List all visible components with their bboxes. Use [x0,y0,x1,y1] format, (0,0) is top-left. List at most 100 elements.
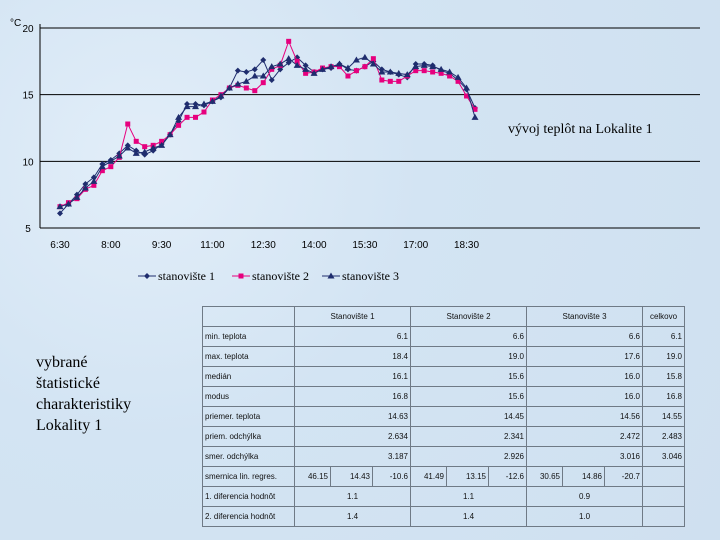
table-row: min. teplota 6.1 6.6 6.6 6.1 [202,326,685,347]
data-point [378,68,386,75]
legend-label: stanovište 3 [342,269,399,283]
data-point [395,69,403,76]
table-cell: 6.6 [410,326,527,347]
data-point [238,273,244,279]
row-label: smernica lin. regres. [202,466,295,487]
data-point [268,63,276,70]
data-point [144,273,150,279]
data-point [336,64,342,70]
data-point [454,73,462,80]
data-point [429,63,437,70]
series-stanovište-1 [57,54,478,217]
table-row: 1. diferencia hodnôt 1.1 1.1 0.9 [202,486,685,507]
data-point [234,80,242,87]
data-point [345,73,351,79]
data-point [319,65,327,72]
data-point [327,63,335,70]
table-header: Stanovište 2 [410,306,527,327]
data-point [386,68,394,75]
data-point [99,168,105,174]
chart-gridlines [39,24,700,229]
data-point [362,64,368,70]
data-point [420,61,428,68]
section-title: vybrané štatistické charakteristiky Loka… [36,352,166,436]
data-point [455,78,461,84]
data-point [438,70,444,76]
table-row: max. teplota 18.4 19.0 17.6 19.0 [202,346,685,367]
data-point [379,77,385,83]
y-axis-label: °C [10,18,21,29]
table-header [202,306,295,327]
data-point [421,68,427,74]
table-row: medián 16.1 15.6 16.0 15.8 [202,366,685,387]
data-point [73,193,81,200]
data-point [243,69,250,75]
data-point [285,55,293,62]
x-tick-label: 17:00 [403,240,428,251]
table-cell: 3.187 [294,446,411,467]
y-tick-label: 20 [22,24,34,35]
table-cell: 16.8 [294,386,411,407]
table-cell: 16.1 [294,366,411,387]
data-point [133,138,139,144]
data-point [159,138,165,144]
table-cell: 14.43 [330,466,373,487]
data-point [471,113,479,120]
chart-series [56,38,479,217]
x-tick-label: 6:30 [50,240,70,251]
data-point [293,61,301,68]
temperature-chart: 5 10 15 20 6:30 8:00 9:30 11:00 12:30 14:00 15:30… [10,18,700,283]
data-point [201,109,207,115]
data-point [242,77,250,84]
data-point [260,57,267,63]
section-title-line: Lokality 1 [36,417,103,434]
data-point [90,177,98,184]
table-cell: 3.016 [526,446,643,467]
x-tick-label: 9:30 [152,240,172,251]
data-point [184,114,190,120]
table-cell: 17.6 [526,346,643,367]
data-point [302,62,309,69]
table-cell: 18.4 [294,346,411,367]
table-cell: 6.6 [526,326,643,347]
table-row: priemer. teplota 14.63 14.45 14.56 14.55 [202,406,685,427]
data-point [370,56,376,62]
table-cell: -10.6 [372,466,411,487]
table-cell: 2.341 [410,426,527,447]
row-label: 2. diferencia hodnôt [202,506,295,527]
table-row: smer. odchýlka 3.187 2.926 3.016 3.046 [202,446,685,467]
data-point [125,121,131,127]
row-label: modus [202,386,295,407]
table-row: modus 16.8 15.6 16.0 16.8 [202,386,685,407]
table-cell: 41.49 [410,466,447,487]
table-cell: 1.1 [410,486,527,507]
table-cell: 1.1 [294,486,411,507]
data-point [361,53,369,60]
data-point [412,63,420,70]
table-cell: -12.6 [488,466,527,487]
table-cell: 14.56 [526,406,643,427]
data-point [251,66,258,73]
table-cell: 1.4 [294,506,411,527]
data-point [183,103,191,110]
data-point [166,131,174,138]
data-point [234,67,241,74]
statistics-table: Stanovište 1 Stanovište 2 Stanovište 3 c… [202,306,685,527]
data-point [91,182,97,188]
table-header: celkovo [642,306,685,327]
table-cell [642,486,685,507]
data-point [353,68,359,74]
data-point [472,106,478,112]
row-label: 1. diferencia hodnôt [202,486,295,507]
x-tick-label: 8:00 [101,240,121,251]
row-label: smer. odchýlka [202,446,295,467]
data-point [327,272,335,279]
data-point [335,60,343,67]
data-point [286,38,292,44]
data-point [387,78,393,84]
series-line [59,39,476,208]
table-cell: 0.9 [526,486,643,507]
data-point [446,68,454,75]
data-point [158,141,166,148]
data-point [192,103,200,110]
